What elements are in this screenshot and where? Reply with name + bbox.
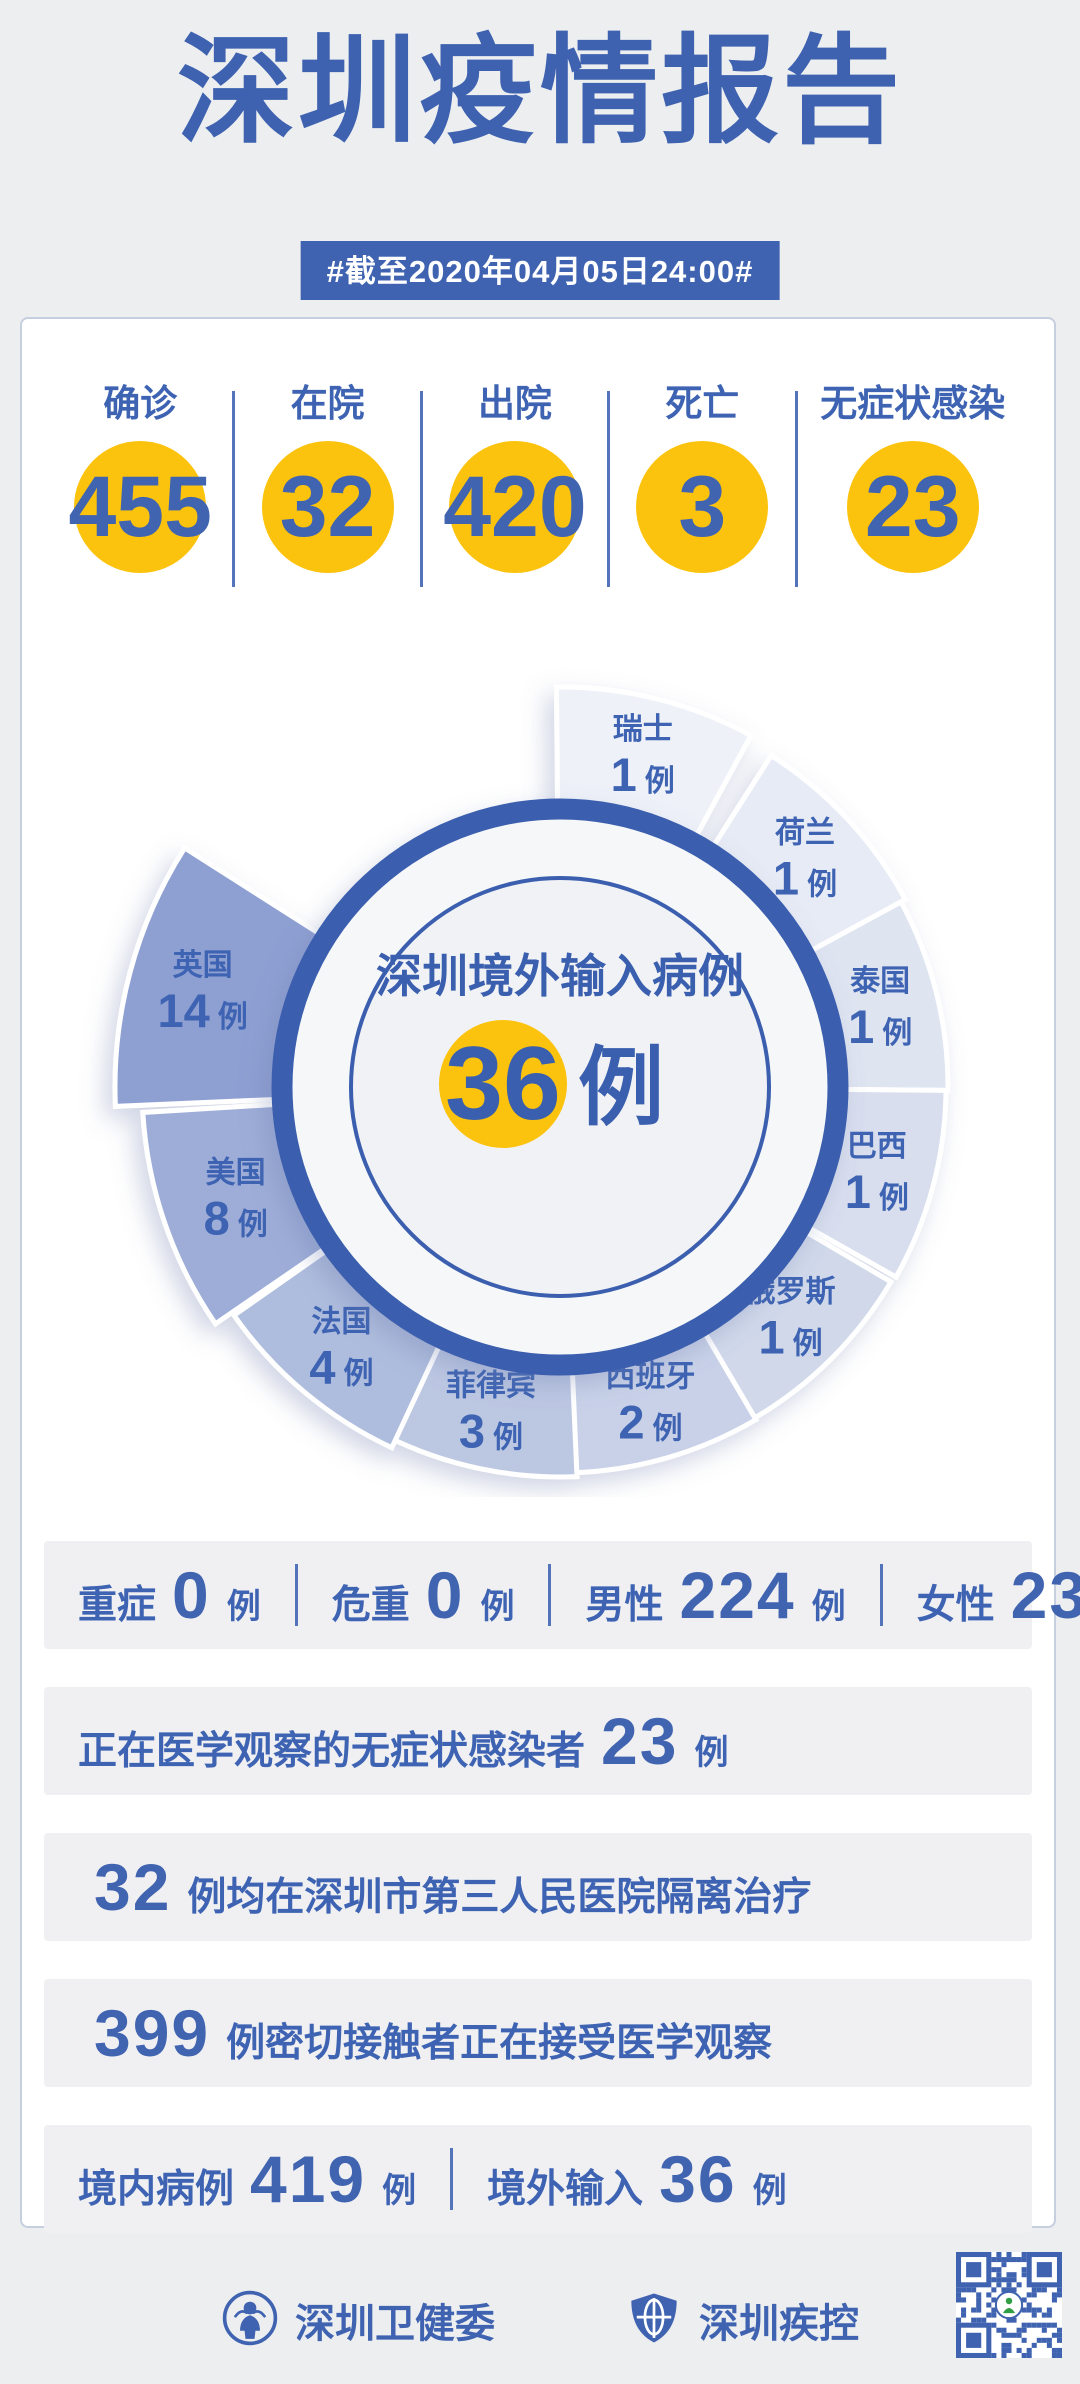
stat-label: 确诊 [103,383,178,424]
detail-bar-0: 重症0例危重0例男性224例女性231例 [44,1541,1080,1649]
bar-segment-num: 231 [1010,1558,1080,1632]
stat-divider [794,391,798,587]
detail-bar-1: 正在医学观察的无症状感染者 23 例 [44,1687,1032,1795]
bar-segment-label: 正在医学观察的无症状感染者 [78,1730,586,1773]
date-badge: #截至2020年04月05日24:00# [300,241,780,300]
stat-value: 455 [68,458,212,555]
bar-segment-num: 0 [425,1558,465,1632]
bar-divider [450,2148,454,2210]
summary-stats-row: 确诊 455 在院 32 出院 420 死亡 3 无症状感染 23 [22,381,1054,587]
pie-label-country-3: 巴西 [847,1130,907,1163]
detail-bar-content: 重症0例危重0例男性224例女性231例 [78,1557,1080,1633]
stat-value: 420 [443,458,587,555]
bar-segment-unit: 例 [226,1588,261,1626]
bar-segment-unit: 例 [382,2172,417,2210]
pie-label-country-9: 英国 [173,949,233,982]
stat-circle: 23 [846,441,979,573]
imported-cases-chart: 瑞士 1 例荷兰 1 例泰国 1 例巴西 1 例俄罗斯 1 例西班牙 2 例菲律宾 3 例法国 4 例美国 8 例英… [22,617,1054,1497]
chart-total-highlight-circle [439,1020,567,1148]
stat-circle: 455 [68,441,212,573]
stat-label: 在院 [290,383,365,424]
detail-bar-content: 32 例均在深圳市第三人民医院隔离治疗 [78,1849,998,1925]
stat-circle: 32 [261,441,394,573]
footer-org1-label: 深圳卫健委 [295,2302,495,2346]
pie-label-country-2: 泰国 [850,965,910,998]
stat-0: 确诊 455 [48,381,232,573]
cdc-shield-logo-icon [625,2289,683,2352]
chart-title: 深圳境外输入病例 [376,950,744,1002]
detail-bar-content: 正在医学观察的无症状感染者 23 例 [78,1703,998,1779]
bar-segment-unit: 例 [480,1588,515,1626]
bar-segment-label: 危重 [331,1584,410,1627]
stat-label: 出院 [477,383,552,424]
page-title: 深圳疫情报告 [176,26,903,158]
pie-label-country-1: 荷兰 [775,817,835,850]
footer-org2-label: 深圳疾控 [699,2302,859,2346]
report-card: 确诊 455 在院 32 出院 420 死亡 3 无症状感染 23 瑞士 1 例荷兰 1 例泰国 1 例巴西 1… [20,317,1080,2233]
bar-divider [879,1564,883,1626]
bar-segment-label: 境外输入 [487,2168,644,2211]
stat-value: 32 [279,458,376,555]
stat-value: 23 [864,458,961,555]
bar-segment-num: 0 [172,1558,211,1632]
stat-divider [419,391,423,587]
detail-bars: 重症0例危重0例男性224例女性231例正在医学观察的无症状感染者23例32例均… [44,1541,1080,2233]
chart-total-value: 36 [445,1026,561,1142]
bar-segment-unit: 例 [752,2172,787,2210]
stat-divider [232,391,236,587]
pie-label-country-6: 菲律宾 [446,1370,536,1403]
bar-segment-label: 例均在深圳市第三人民医院隔离治疗 [187,1876,812,1919]
health-commission-logo-icon [221,2289,279,2352]
bar-segment-label: 男性 [585,1584,664,1627]
pie-label-country-8: 美国 [206,1156,266,1190]
detail-bar-4: 境内病例 419 例 境外输入 36 例 [44,2125,1032,2233]
bar-segment-num: 32 [94,1850,172,1924]
bar-segment-label: 例密切接触者正在接受医学观察 [226,2022,773,2065]
footer: 深圳卫健委 深圳疾控 [0,2272,1080,2368]
bar-segment-label: 境内病例 [78,2168,235,2211]
stat-4: 无症状感染 23 [798,381,1028,573]
qr-code [956,2252,1062,2358]
bar-segment-num: 419 [250,2142,367,2216]
stat-circle: 3 [636,441,769,573]
bar-segment-num: 399 [94,1996,211,2070]
footer-org-cdc: 深圳疾控 [625,2289,859,2352]
stat-circle: 420 [443,441,587,573]
stat-divider [607,391,611,587]
stat-3: 死亡 3 [610,381,794,573]
bar-divider [294,1564,298,1626]
stat-value: 3 [678,458,727,555]
detail-bar-content: 399 例密切接触者正在接受医学观察 [78,1995,998,2071]
pie-label-country-7: 法国 [311,1305,371,1338]
bar-divider [548,1564,552,1626]
detail-bar-3: 399 例密切接触者正在接受医学观察 [44,1979,1032,2087]
detail-bar-content: 境内病例 419 例 境外输入 36 例 [78,2141,998,2217]
bar-segment-num: 23 [601,1704,679,1778]
detail-bar-2: 32 例均在深圳市第三人民医院隔离治疗 [44,1833,1032,1941]
pie-label-country-0: 瑞士 [613,713,673,746]
stat-label: 无症状感染 [820,383,1006,424]
bar-segment-unit: 例 [811,1588,846,1626]
bar-segment-label: 重症 [78,1584,157,1627]
stat-label: 死亡 [665,383,740,424]
footer-org-health-commission: 深圳卫健委 [221,2289,495,2352]
chart-total-unit: 例 [578,1040,664,1136]
bar-segment-label: 女性 [916,1584,995,1627]
pie-label-count-9: 14 例 [157,984,247,1037]
bar-segment-num: 224 [679,1558,796,1632]
bar-segment-unit: 例 [694,1734,729,1772]
stat-2: 出院 420 [423,381,607,573]
bar-segment-num: 36 [659,2142,737,2216]
stat-1: 在院 32 [235,381,419,573]
